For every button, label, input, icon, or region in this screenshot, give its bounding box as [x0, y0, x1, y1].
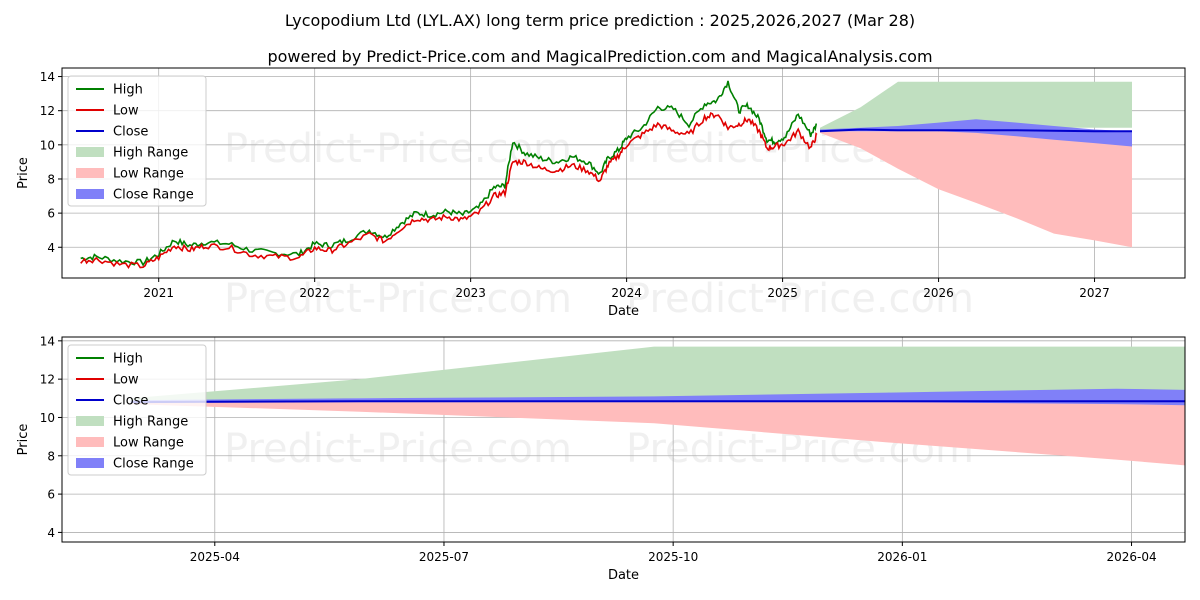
x-tick-label: 2025: [767, 286, 798, 300]
x-axis-label: Date: [608, 304, 639, 319]
legend-swatch-low_range: [76, 168, 104, 178]
x-tick-label: 2023: [455, 286, 486, 300]
y-tick-label: 8: [47, 449, 55, 463]
x-tick-label: 2024: [611, 286, 642, 300]
x-tick-label: 2027: [1079, 286, 1110, 300]
y-tick-label: 14: [40, 70, 55, 84]
high-range-band: [130, 346, 1185, 403]
chart-title: Lycopodium Ltd (LYL.AX) long term price …: [285, 11, 915, 30]
y-tick-label: 12: [40, 373, 55, 387]
close-range-band: [820, 119, 1132, 147]
legend-label-high_range: High Range: [113, 415, 188, 430]
legend-label-close: Close: [113, 394, 148, 409]
legend-swatch-close_range: [76, 189, 104, 199]
legend-label-low_range: Low Range: [113, 167, 184, 182]
watermark-text: Predict-Price.com: [626, 276, 974, 322]
close-forecast-line: [130, 400, 1185, 404]
y-tick-label: 4: [47, 526, 55, 540]
legend-label-close_range: Close Range: [113, 457, 194, 472]
close-forecast-line: [819, 128, 1132, 133]
watermark-text: Predict-Price.com: [224, 126, 572, 172]
x-tick-label: 2026: [923, 286, 954, 300]
bottom-panel: Predict-Price.com Predict-Price.com2025-0…: [16, 334, 1186, 583]
top-panel: Predict-Price.com Predict-Price.com Predic…: [16, 67, 1186, 322]
legend-label-low: Low: [113, 104, 139, 119]
legend: High Low Close High Range Low Range Close Ran…: [67, 344, 207, 476]
y-tick-label: 12: [40, 104, 55, 118]
x-tick-label: 2025-07: [419, 550, 469, 564]
watermark-text: Predict-Price.com: [224, 426, 572, 472]
legend-label-high: High: [113, 352, 143, 367]
y-tick-label: 14: [40, 334, 55, 348]
low-history-line: [80, 112, 818, 270]
plot-area: [62, 337, 1185, 542]
low-range-band: [820, 131, 1132, 248]
x-tick-label: 2025-04: [190, 550, 240, 564]
x-tick-label: 2022: [299, 286, 330, 300]
y-axis-label: Price: [16, 424, 31, 456]
x-tick-label: 2026-04: [1106, 550, 1156, 564]
watermark-text: Predict-Price.com: [224, 276, 572, 322]
high-history-line: [80, 80, 817, 267]
legend-label-close_range: Close Range: [113, 188, 194, 203]
x-tick-label: 2021: [143, 286, 174, 300]
y-tick-label: 6: [47, 488, 55, 502]
axes-frame: [61, 336, 1186, 543]
legend-label-close: Close: [113, 125, 148, 140]
plot-area: [62, 68, 1185, 278]
legend-swatch-low_range: [76, 437, 104, 447]
legend-label-high_range: High Range: [113, 146, 188, 161]
chart-subtitle: powered by Predict-Price.com and Magical…: [267, 47, 932, 66]
y-tick-label: 6: [47, 207, 55, 221]
y-tick-label: 10: [40, 411, 55, 425]
legend-swatch-close_range: [76, 458, 104, 468]
y-axis-label: Price: [16, 157, 31, 189]
legend-swatch-high_range: [76, 147, 104, 157]
high-range-band: [820, 81, 1132, 132]
legend-swatch-high_range: [76, 416, 104, 426]
x-tick-label: 2026-01: [877, 550, 927, 564]
y-tick-label: 8: [47, 172, 55, 186]
legend: High Low Close High Range Low Range Close Ran…: [67, 75, 207, 207]
y-tick-label: 10: [40, 138, 55, 152]
axes-frame: [61, 67, 1186, 279]
y-tick-label: 4: [47, 241, 55, 255]
x-tick-label: 2025-10: [648, 550, 698, 564]
low-range-band: [130, 402, 1185, 466]
legend-label-low: Low: [113, 373, 139, 388]
x-axis-label: Date: [608, 568, 639, 583]
legend-label-low_range: Low Range: [113, 436, 184, 451]
legend-label-high: High: [113, 83, 143, 98]
